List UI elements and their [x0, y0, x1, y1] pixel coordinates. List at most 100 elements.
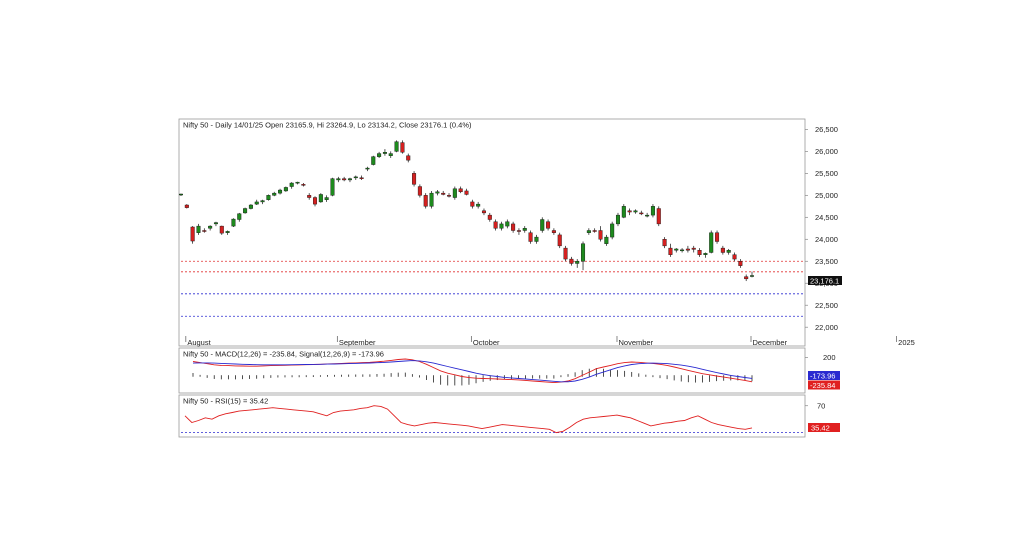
rsi-value-label: 35.42 [811, 424, 830, 433]
signal-value-tag: -173.96 [808, 371, 840, 381]
candle [382, 149, 387, 156]
rsi-series-line [184, 405, 753, 434]
candle [435, 190, 440, 196]
macd-line [192, 358, 753, 384]
candle [691, 245, 696, 253]
price-y-tick-label: 25,500 [815, 169, 838, 178]
candle [225, 230, 230, 235]
price-y-tick-label: 24,500 [815, 213, 838, 222]
candle [441, 190, 446, 196]
candle [615, 212, 620, 227]
candle [505, 219, 510, 229]
macd-value-label: -235.84 [810, 381, 835, 390]
rsi-panel: Nifty 50 - RSI(15) = 35.42 70 35.42 [178, 394, 840, 438]
candle [458, 186, 463, 194]
candle [283, 186, 288, 192]
candle [272, 191, 277, 197]
candle [429, 190, 434, 209]
macd-y-tick-label: 200 [823, 353, 836, 362]
candle [703, 252, 708, 258]
macd-panel-frame [178, 347, 806, 394]
candle [569, 256, 574, 266]
candle [656, 206, 661, 227]
candle [208, 225, 213, 231]
candle [662, 237, 667, 249]
candle [604, 234, 609, 246]
candle [202, 228, 207, 233]
candle [592, 228, 597, 233]
signal-value-label: -173.96 [810, 372, 835, 381]
price-y-tick-label: 26,000 [815, 147, 838, 156]
candle [598, 226, 603, 242]
candle [254, 199, 259, 206]
candle [511, 221, 516, 233]
candle [324, 195, 329, 202]
candle [546, 219, 551, 231]
candle [732, 252, 737, 262]
candle [528, 230, 533, 244]
candle [342, 176, 347, 182]
candle [639, 210, 644, 216]
candle [237, 212, 242, 222]
candle [715, 230, 720, 244]
candle [744, 274, 749, 282]
candle [452, 186, 457, 200]
candle [190, 226, 195, 244]
macd-lines [192, 358, 753, 384]
candle [499, 221, 504, 231]
candle [481, 208, 486, 216]
last-value-tag-bg [808, 276, 842, 285]
price-panel: Nifty 50 - Daily 14/01/25 Open 23165.9, … [178, 118, 915, 347]
candle [680, 248, 685, 253]
price-x-axis: August September October November December 20… [185, 336, 915, 347]
price-panel-frame [178, 118, 806, 347]
candle [621, 204, 626, 219]
candle [581, 241, 586, 271]
candle [178, 193, 184, 196]
candle [196, 223, 201, 235]
candle [336, 176, 341, 183]
candle [243, 207, 248, 214]
candle [738, 259, 743, 268]
candle [487, 212, 492, 222]
candle [353, 175, 358, 180]
candle [633, 209, 638, 214]
price-y-tick-label: 22,000 [815, 323, 838, 332]
candle [406, 153, 411, 163]
last-value-tag: 23,176.1 [808, 276, 842, 286]
candle [213, 221, 218, 227]
candle [347, 177, 352, 183]
candle [749, 271, 755, 278]
candle [627, 208, 632, 216]
candle [248, 204, 253, 210]
rsi-title: Nifty 50 - RSI(15) = 35.42 [183, 397, 268, 406]
candle [371, 155, 376, 166]
candle [586, 228, 591, 235]
month-label: August [187, 338, 211, 347]
candle [697, 248, 702, 257]
candle [295, 181, 300, 185]
candle [266, 194, 271, 201]
macd-title: Nifty 50 - MACD(12,26) = -235.84, Signal… [183, 350, 384, 359]
candle [184, 204, 189, 209]
candle [231, 218, 236, 227]
candle [330, 177, 335, 197]
rsi-panel-frame [178, 394, 806, 438]
rsi-y-tick-label: 70 [817, 401, 825, 410]
month-label: December [753, 338, 788, 347]
rsi-y-axis: 70 [805, 401, 825, 410]
candle [417, 184, 422, 198]
price-title: Nifty 50 - Daily 14/01/25 Open 23165.9, … [183, 121, 472, 130]
candle [289, 182, 294, 189]
month-label: October [473, 338, 500, 347]
candle [709, 230, 714, 254]
candle [557, 232, 562, 249]
candle [645, 212, 650, 218]
candle [685, 245, 690, 253]
macd-panel: Nifty 50 - MACD(12,26) = -235.84, Signal… [178, 347, 840, 394]
candle [219, 225, 224, 235]
candle [464, 188, 469, 196]
candle [476, 201, 481, 209]
price-candles [178, 140, 755, 282]
